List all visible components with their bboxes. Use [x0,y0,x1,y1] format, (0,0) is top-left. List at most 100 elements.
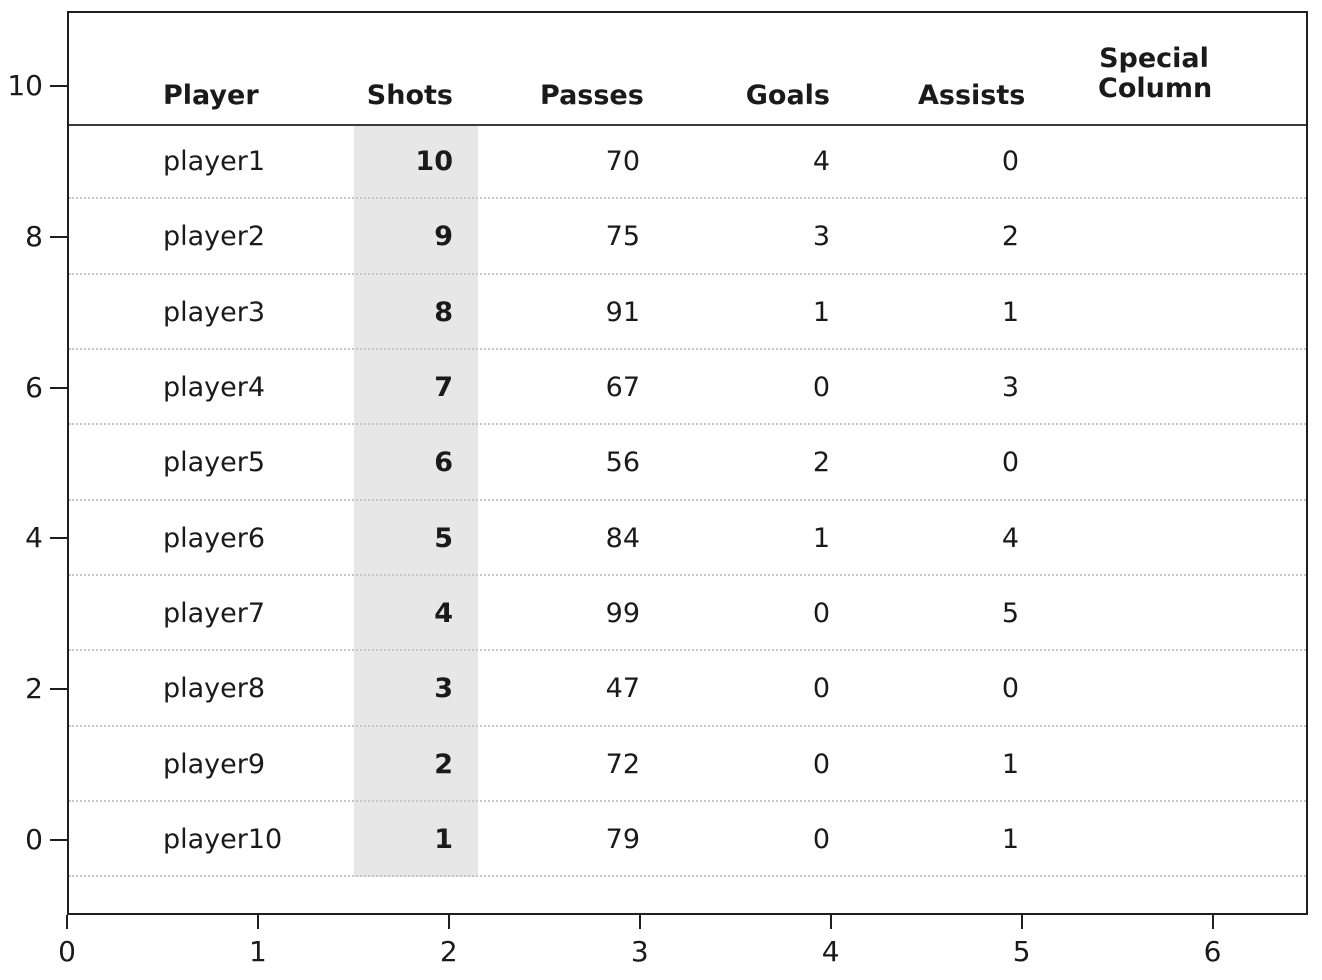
column-header-goals: Goals [745,80,830,111]
y-tick-mark [50,838,67,841]
x-tick-label: 0 [58,935,76,968]
x-tick-mark [1211,915,1214,929]
cell-assists: 1 [1001,823,1019,855]
y-tick-label: 2 [25,672,43,705]
cell-player: player7 [163,597,266,629]
cell-passes: 84 [605,522,640,554]
column-header-special: Special Column [1098,43,1213,104]
cell-player: player3 [163,296,266,328]
table-row: player9 2 72 0 1 [69,727,1306,802]
cell-assists: 0 [1001,447,1019,479]
y-tick-label: 6 [25,370,43,404]
cell-shots: 7 [434,371,453,403]
table-row: player1 10 70 4 0 [69,124,1306,200]
cell-assists: 0 [1001,673,1019,705]
cell-shots: 6 [434,447,453,479]
x-tick-label: 5 [1012,935,1031,968]
x-tick-label: 3 [630,935,649,968]
cell-goals: 1 [812,522,830,554]
cell-assists: 2 [1001,221,1019,253]
cell-shots: 9 [434,221,453,253]
y-tick-mark [50,386,67,389]
cell-shots: 2 [434,748,453,780]
column-header-passes: Passes [540,80,644,111]
x-tick-label: 2 [439,935,458,968]
x-tick-label: 4 [821,935,840,968]
cell-goals: 4 [812,146,830,177]
x-tick-label: 6 [1203,935,1222,968]
table-row: player7 4 99 0 5 [69,576,1306,652]
shots-column-highlight-band [354,125,478,878]
cell-goals: 0 [812,371,830,403]
x-tick-label: 1 [249,935,267,968]
cell-passes: 79 [605,823,640,855]
cell-assists: 5 [1001,597,1019,629]
header-separator [69,124,1306,126]
cell-goals: 0 [812,597,830,629]
cell-player: player2 [163,221,266,253]
cell-special [1098,124,1210,197]
cell-special [1098,727,1210,800]
cell-passes: 70 [605,146,640,177]
cell-passes: 72 [605,748,640,780]
cell-player: player5 [163,447,266,479]
x-tick-mark [256,915,259,929]
cell-goals: 2 [812,447,830,479]
cell-special [1098,199,1210,272]
y-tick-label: 8 [25,220,43,253]
cell-special [1098,275,1210,348]
cell-passes: 56 [605,447,640,479]
y-tick-mark [50,236,67,238]
cell-assists: 3 [1001,371,1019,403]
y-tick-label: 10 [7,69,43,103]
cell-passes: 91 [605,296,640,328]
column-header-shots: Shots [366,80,453,111]
cell-player: player9 [163,748,266,780]
table-row: player4 7 67 0 3 [69,350,1306,426]
cell-passes: 75 [605,221,640,253]
cell-passes: 67 [605,371,640,403]
x-tick-mark [66,915,68,929]
cell-player: player6 [163,522,266,554]
table-row: player3 8 91 1 1 [69,275,1306,350]
cell-assists: 0 [1001,146,1019,177]
cell-goals: 0 [812,673,830,705]
cell-assists: 4 [1001,522,1019,554]
cell-special [1098,651,1210,724]
cell-special [1098,501,1210,574]
y-tick-label: 0 [25,822,43,856]
cell-shots: 10 [415,146,453,177]
cell-goals: 3 [812,221,830,253]
column-header-player: Player [163,80,259,111]
x-tick-mark [638,915,641,929]
cell-passes: 99 [605,597,640,629]
x-tick-mark [447,915,450,929]
cell-player: player10 [163,823,283,855]
cell-player: player1 [163,146,266,177]
y-tick-label: 4 [25,521,43,555]
cell-player: player8 [163,673,266,705]
cell-special [1098,802,1210,875]
table-row: player6 5 84 1 4 [69,501,1306,576]
x-tick-mark [1020,915,1023,929]
table-row: player2 9 75 3 2 [69,199,1306,275]
y-tick-mark [50,688,67,690]
cell-shots: 5 [434,522,453,554]
cell-goals: 1 [812,296,830,328]
table-row: player10 1 79 0 1 [69,802,1306,878]
cell-special [1098,576,1210,649]
cell-shots: 8 [434,296,453,328]
plot-area: player1 10 70 4 0 player2 9 75 3 2 player3 8 91 1 1 pla… [67,11,1308,915]
table-row: player5 6 56 2 0 [69,425,1306,501]
cell-shots: 1 [434,823,453,855]
cell-passes: 47 [605,673,640,705]
cell-player: player4 [163,371,266,403]
x-tick-mark [829,915,832,929]
cell-special [1098,350,1210,423]
cell-shots: 4 [434,597,453,629]
y-tick-mark [50,85,67,88]
column-header-assists: Assists [918,80,1026,111]
cell-assists: 1 [1001,748,1019,780]
cell-shots: 3 [434,673,453,705]
